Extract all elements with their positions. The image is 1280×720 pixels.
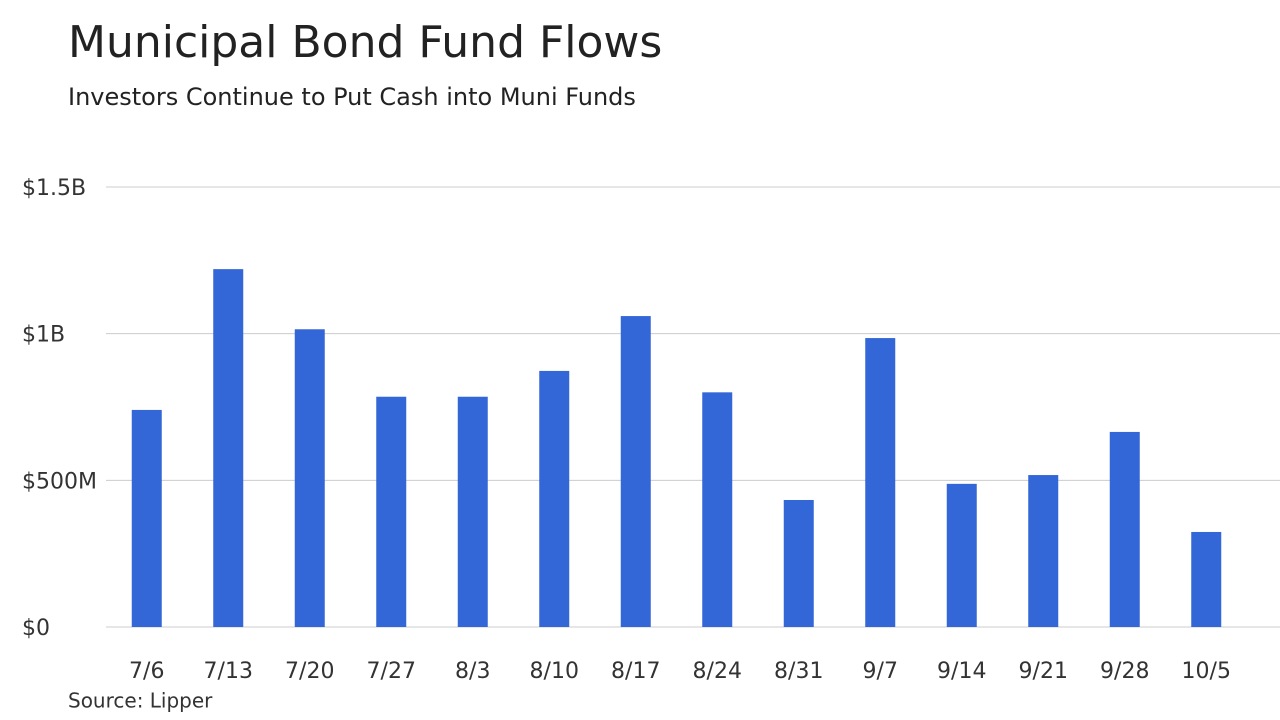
x-tick-label: 7/20 [285,659,334,684]
bar [539,370,570,627]
bar [294,329,325,627]
bar [131,409,162,627]
source: Source: Lipper [68,689,213,713]
y-tick-label: $0 [22,616,50,641]
bar [376,396,407,627]
x-tick-label: 8/10 [530,659,579,684]
y-tick-label: $1.5B [22,176,86,201]
x-tick-label: 8/17 [611,659,660,684]
x-tick-label: 8/3 [455,659,490,684]
x-tick-label: 9/28 [1100,659,1149,684]
x-tick-label: 7/27 [367,659,416,684]
bar [1109,431,1140,627]
y-tick-label: $1B [22,323,65,348]
bar [946,483,977,627]
x-tick-label: 10/5 [1182,659,1231,684]
x-tick-label: 7/13 [204,659,253,684]
x-tick-label: 7/6 [129,659,164,684]
x-tick-label: 8/31 [774,659,823,684]
y-tick-label: $500M [22,469,97,494]
bar [783,499,814,627]
bar [620,316,651,627]
bar [213,269,244,627]
bar [702,392,733,627]
bar [1028,475,1059,627]
chart-title: Municipal Bond Fund Flows [68,17,662,68]
bar [1191,531,1222,627]
chart-subtitle: Investors Continue to Put Cash into Muni… [68,83,636,111]
x-tick-label: 8/24 [693,659,742,684]
bar [865,338,896,627]
x-tick-label: 9/14 [937,659,986,684]
x-tick-label: 9/7 [863,659,898,684]
x-tick-label: 9/21 [1019,659,1068,684]
bar [457,396,488,627]
